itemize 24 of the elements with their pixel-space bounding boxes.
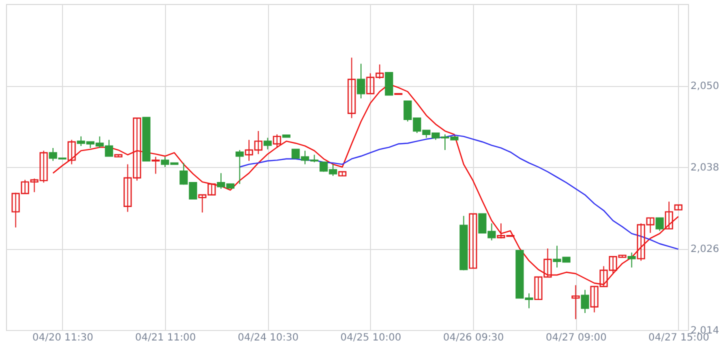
- candlestick: [356, 63, 366, 99]
- x-tick-label: 04/20 11:30: [32, 332, 94, 344]
- x-tick-label: 04/24 10:30: [238, 332, 299, 344]
- x-tick-label: 04/25 10:00: [340, 332, 402, 344]
- candlestick: [628, 252, 636, 268]
- candlestick: [152, 156, 160, 174]
- candlestick: [264, 137, 272, 150]
- candlestick: [272, 134, 282, 148]
- y-tick-label: 2,050: [690, 81, 720, 92]
- line-series: [239, 134, 679, 250]
- candlestick: [664, 201, 674, 230]
- y-tick-label: 2,038: [690, 162, 720, 174]
- x-tick-label: 04/21 11:00: [135, 332, 196, 344]
- candlestick: [580, 289, 590, 314]
- candlestick: [68, 139, 76, 165]
- candlestick: [236, 150, 244, 184]
- candlestick: [656, 217, 664, 232]
- y-tick-label: 2,026: [690, 244, 720, 255]
- candlestick: [468, 213, 478, 269]
- candlestick: [572, 284, 580, 320]
- x-tick-label: 04/27 09:00: [546, 332, 607, 344]
- candlestick: [348, 57, 356, 119]
- x-tick-label: 04/26 09:30: [443, 332, 504, 344]
- candlestick: [384, 72, 394, 96]
